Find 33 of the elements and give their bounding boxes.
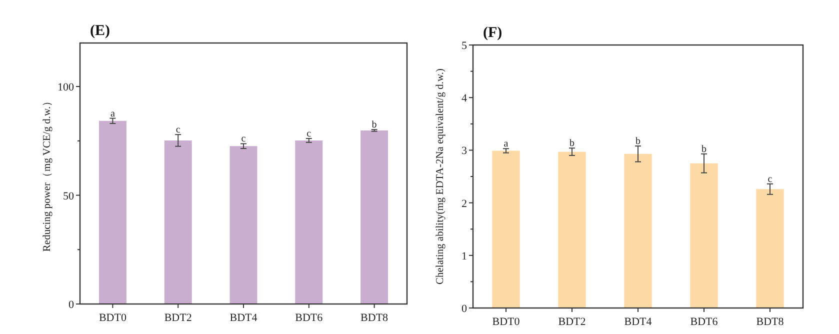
annotation: c bbox=[176, 124, 181, 136]
x-tick-label: BDT6 bbox=[690, 316, 718, 328]
x-tick-label: BDT0 bbox=[492, 316, 520, 328]
x-tick-label: BDT6 bbox=[295, 312, 324, 324]
y-tick-label: 50 bbox=[63, 190, 74, 202]
x-tick-label: BDT8 bbox=[756, 316, 784, 328]
annotation: b bbox=[372, 120, 377, 131]
x-tick-label: BDT2 bbox=[558, 316, 586, 328]
y-axis-title: Reducing power（mg VCE/g d.w.） bbox=[42, 95, 53, 252]
annotation: a bbox=[110, 108, 116, 120]
x-tick-label: BDT4 bbox=[624, 316, 652, 328]
annotation: c bbox=[768, 174, 773, 185]
annotation: b bbox=[636, 136, 640, 147]
annotation: b bbox=[702, 144, 706, 155]
annotation: c bbox=[241, 134, 246, 145]
y-tick-label: 3 bbox=[462, 145, 468, 158]
y-tick-label: 2 bbox=[462, 198, 467, 210]
y-tick-label: 0 bbox=[462, 303, 468, 315]
chart-title: (F) bbox=[483, 25, 502, 41]
x-tick-label: BDT0 bbox=[98, 312, 127, 324]
y-tick-label: 4 bbox=[462, 92, 468, 105]
chart-title: (E) bbox=[90, 23, 110, 39]
x-tick-label: BDT4 bbox=[230, 312, 258, 324]
y-tick-label: 0 bbox=[68, 299, 74, 311]
y-tick-label: 100 bbox=[58, 82, 74, 94]
x-tick-label: BDT2 bbox=[164, 312, 192, 324]
y-tick-label: 1 bbox=[462, 250, 467, 262]
y-axis-title: Chelating ability(mg EDTA-2Na equivalent/g d.w.) bbox=[435, 68, 446, 285]
annotation: c bbox=[306, 128, 312, 140]
x-tick-label: BDT8 bbox=[360, 312, 389, 324]
annotation: b bbox=[570, 138, 574, 150]
y-tick-label: 5 bbox=[462, 40, 468, 52]
annotation: a bbox=[504, 138, 509, 150]
